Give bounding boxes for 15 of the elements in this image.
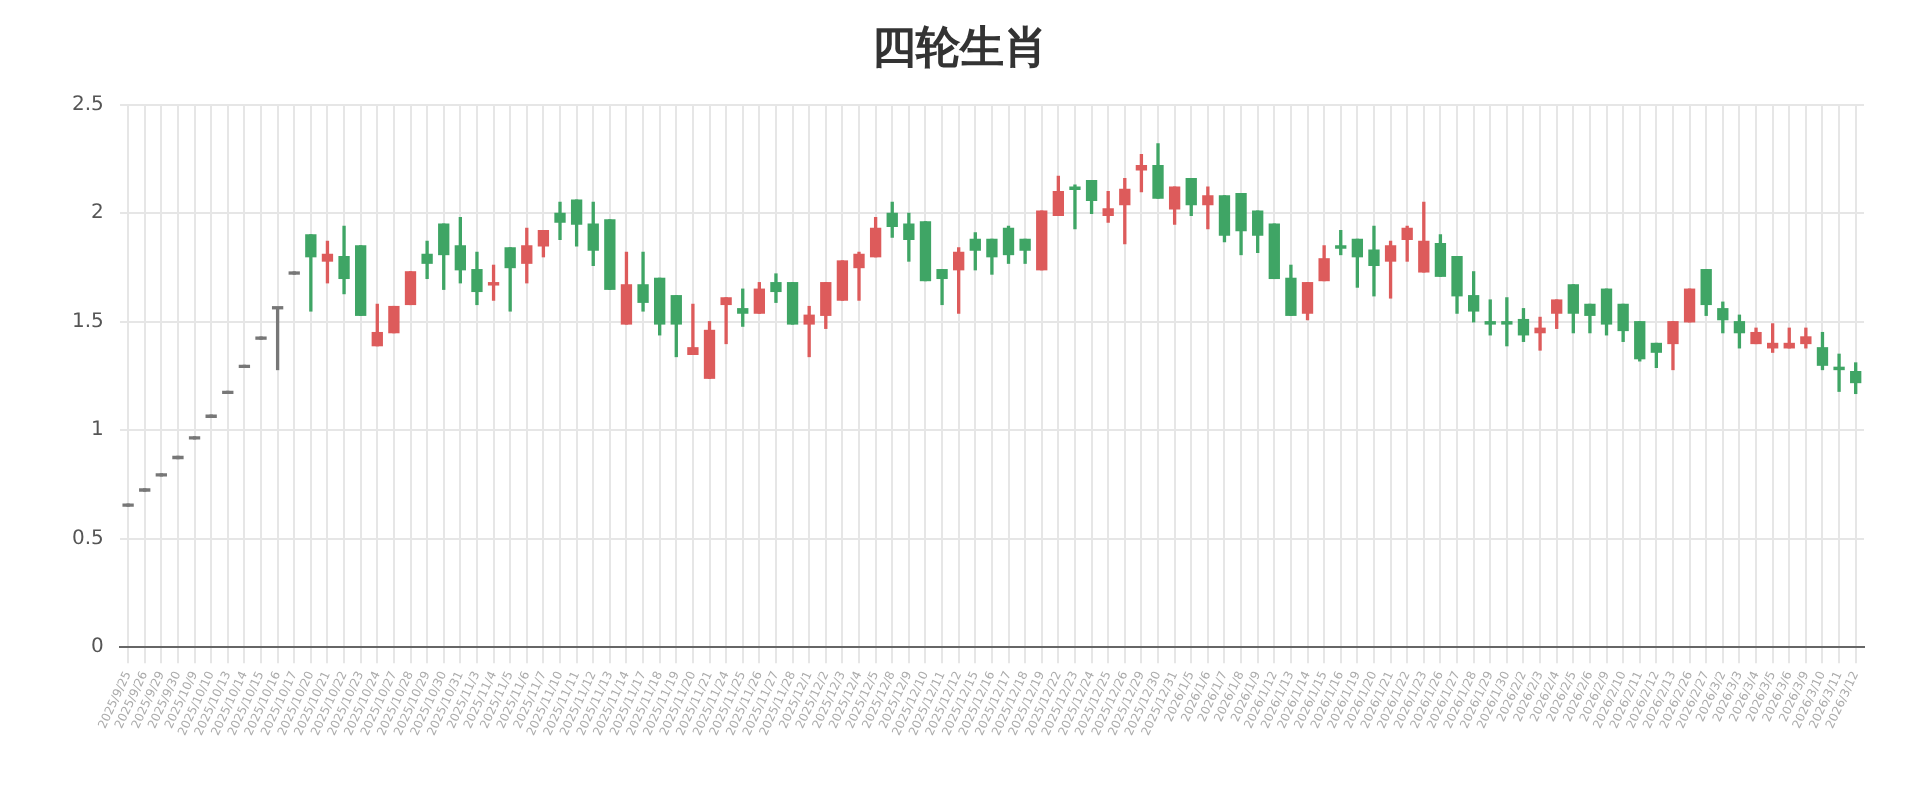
candlestick [1833,353,1845,392]
candlestick [687,303,699,355]
candlestick [1501,297,1513,347]
y-tick-label: 2.5 [71,93,104,116]
y-tick-label: 1.5 [71,310,104,333]
candlestick [1069,184,1081,230]
candlestick [1368,225,1380,297]
candlestick [1202,186,1214,230]
y-tick-label: 0 [91,636,104,659]
y-tick-label: 0.5 [71,527,104,550]
candlestick [1534,316,1546,351]
y-tick-label: 1 [91,419,104,442]
candlestick [720,297,732,345]
y-tick-label: 2 [91,202,104,225]
chart-title: 四轮生肖 [872,23,1048,74]
